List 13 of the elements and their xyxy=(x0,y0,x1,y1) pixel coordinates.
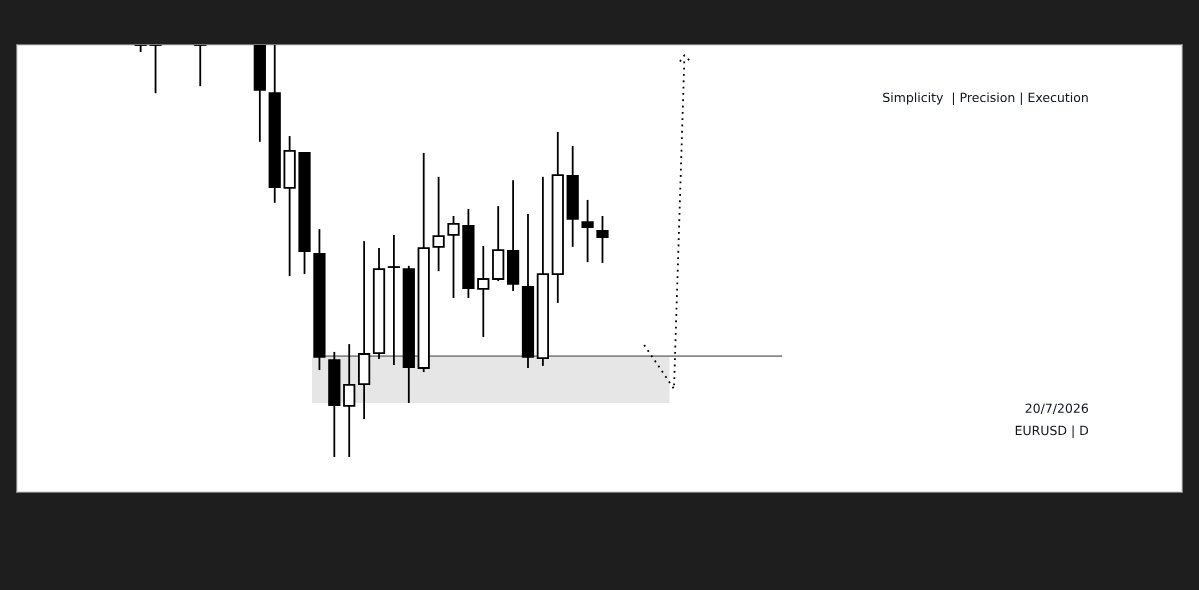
candlestick xyxy=(149,45,162,95)
candlestick xyxy=(343,343,356,458)
candlestick xyxy=(477,245,490,338)
text: EURUSD | D xyxy=(1015,425,1089,438)
candlestick xyxy=(432,175,445,273)
text: Simplicity | Precision | Execution xyxy=(883,92,1088,105)
text: 20/7/2026 xyxy=(1025,403,1089,414)
candlestick xyxy=(387,234,401,367)
candlestick xyxy=(134,45,147,53)
candlestick xyxy=(596,215,609,264)
candlestick xyxy=(581,199,594,264)
candlestick xyxy=(447,215,460,299)
candlestick xyxy=(194,45,207,88)
